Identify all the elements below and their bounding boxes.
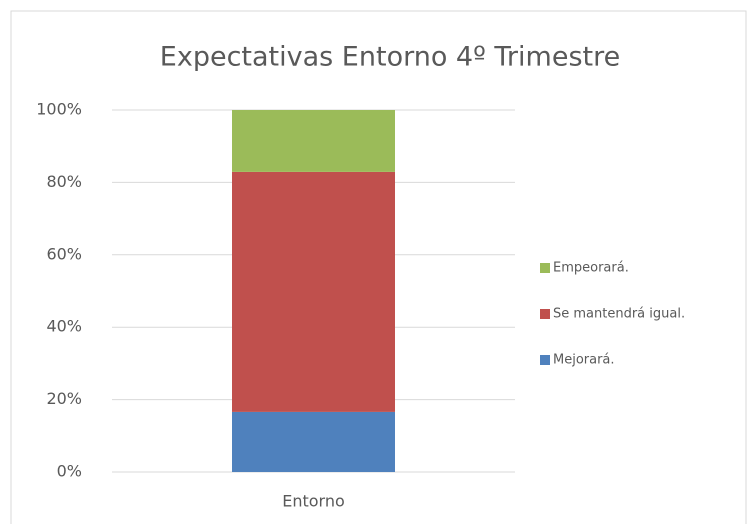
bar-segment	[232, 411, 395, 472]
legend-swatch	[540, 355, 550, 365]
bar-segment	[232, 110, 395, 172]
y-tick-label: 20%	[46, 389, 82, 408]
y-tick-label: 80%	[46, 172, 82, 191]
y-tick-label: 0%	[57, 462, 82, 481]
x-tick-label: Entorno	[282, 492, 345, 511]
legend-label: Se mantendrá igual.	[553, 307, 685, 322]
legend-swatch	[540, 309, 550, 319]
chart-title: Expectativas Entorno 4º Trimestre	[160, 42, 620, 73]
legend-label: Empeorará.	[553, 261, 629, 276]
legend-swatch	[540, 263, 550, 273]
y-tick-label: 100%	[36, 100, 82, 119]
y-tick-label: 60%	[46, 244, 82, 263]
bar-segment	[232, 171, 395, 412]
y-tick-label: 40%	[46, 317, 82, 336]
legend-label: Mejorará.	[553, 353, 615, 368]
legend: Mejorará. Se mantendrá igual. Empeorará.	[540, 261, 685, 368]
